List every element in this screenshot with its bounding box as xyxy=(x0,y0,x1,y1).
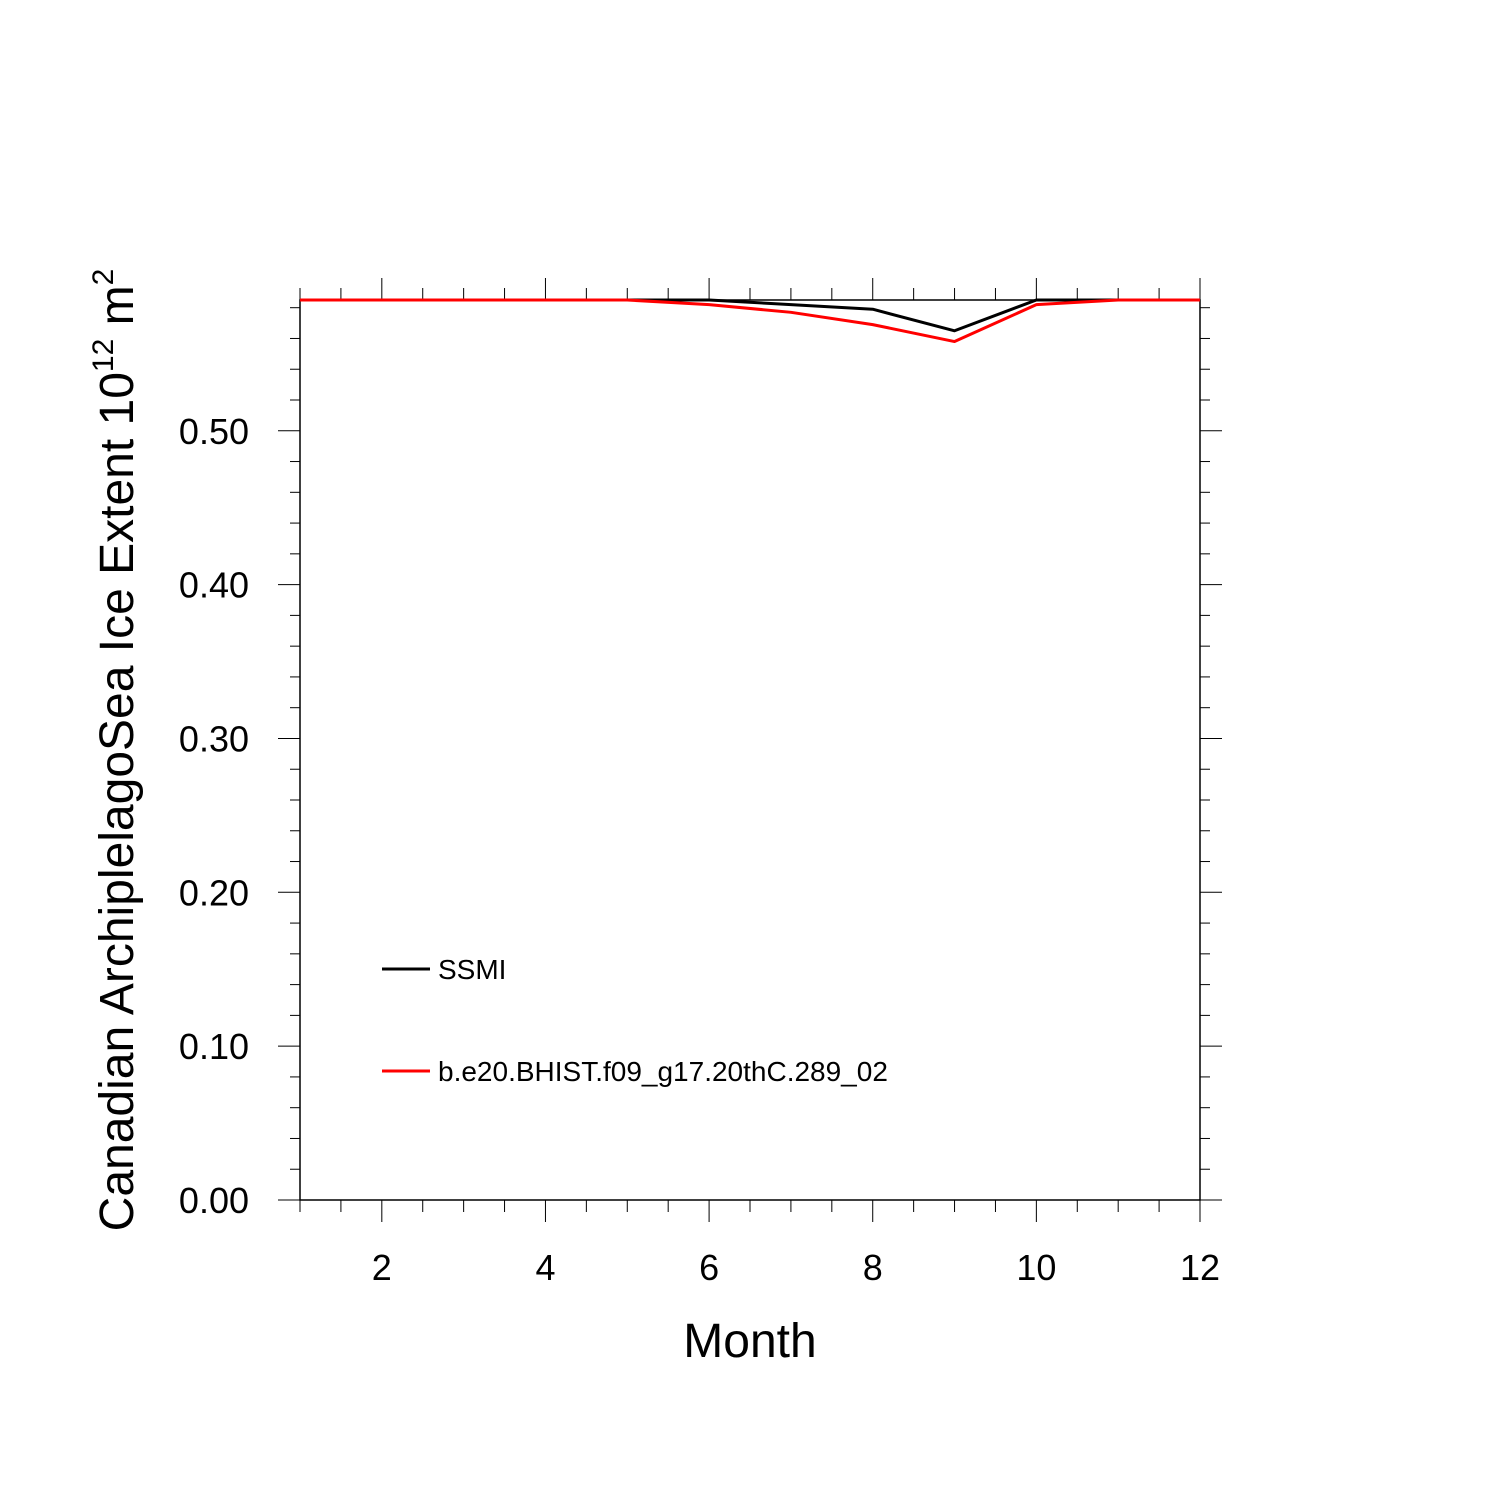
y-tick-label: 0.10 xyxy=(179,1026,249,1067)
y-tick-label: 0.20 xyxy=(179,872,249,913)
axis-ticks xyxy=(278,278,1222,1222)
y-tick-label: 0.50 xyxy=(179,411,249,452)
series-line-1 xyxy=(300,298,1200,333)
x-tick-label: 4 xyxy=(535,1247,555,1288)
y-axis-title-main: Canadian ArchiplelagoSea Ice Extent 10 xyxy=(91,372,144,1231)
legend: SSMI b.e20.BHIST.f09_g17.20thC.289_02 xyxy=(382,954,888,1087)
x-tick-label: 12 xyxy=(1180,1247,1220,1288)
y-axis-title-exponent-1: 12 xyxy=(87,339,120,372)
data-series xyxy=(300,298,1200,344)
y-axis-title-unit: m xyxy=(91,285,144,338)
x-axis-title: Month xyxy=(683,1315,816,1368)
y-tick-label: 0.30 xyxy=(179,718,249,759)
x-tick-label: 10 xyxy=(1016,1247,1056,1288)
y-tick-label: 0.40 xyxy=(179,565,249,606)
legend-label: SSMI xyxy=(438,954,506,985)
axis-tick-labels: 2 4 6 8 10 12 0.00 0.10 0.20 0.30 0.40 0.50 xyxy=(179,411,1220,1288)
y-tick-label: 0.00 xyxy=(179,1180,249,1221)
x-tick-label: 6 xyxy=(699,1247,719,1288)
legend-label: b.e20.BHIST.f09_g17.20thC.289_02 xyxy=(438,1056,888,1087)
y-axis-title: Canadian ArchiplelagoSea Ice Extent 1012… xyxy=(87,269,144,1232)
y-axis-title-exponent-2: 2 xyxy=(87,269,120,286)
x-tick-label: 8 xyxy=(863,1247,883,1288)
x-tick-label: 2 xyxy=(372,1247,392,1288)
series-line-2 xyxy=(300,298,1200,344)
